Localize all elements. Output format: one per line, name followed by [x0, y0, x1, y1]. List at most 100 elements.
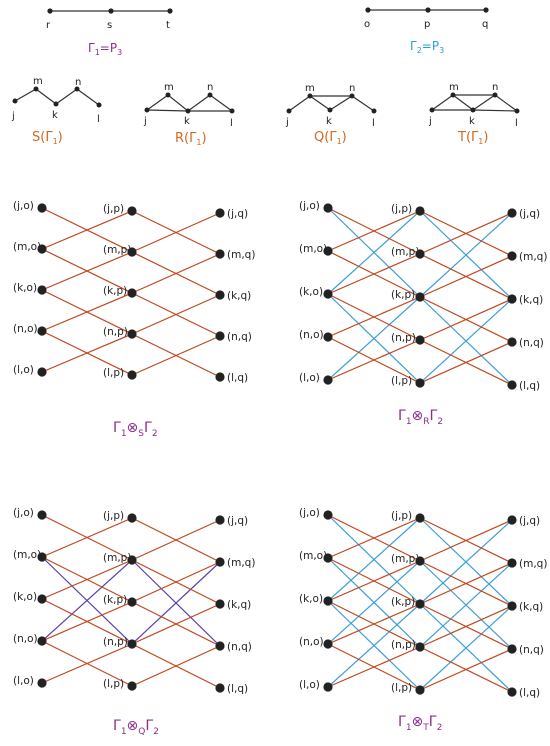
s-label-k: k — [52, 110, 58, 121]
vertex-label: (l,p) — [103, 678, 124, 690]
q-label-n: n — [349, 83, 355, 94]
edge-orange — [327, 296, 421, 338]
caption-product-t: Γ1⊗TΓ2 — [398, 714, 442, 733]
edge-violet — [131, 561, 221, 645]
vertex-label: (k,o) — [13, 282, 37, 294]
vertex — [507, 251, 517, 261]
vertex-label: (m,o) — [299, 550, 327, 562]
vertex-label: (k,q) — [519, 601, 543, 613]
product-graph-r: (j,o) (m,o) (k,o) (n,o) (l,o) (j,p) (m,p) (k,p)… — [299, 200, 547, 392]
vertex-label: (j,p) — [103, 510, 124, 522]
edge-orange — [131, 212, 221, 253]
vertex — [323, 682, 333, 692]
t-label-j: j — [428, 116, 432, 127]
vertex — [37, 636, 47, 646]
vertex — [323, 246, 333, 256]
edge-orange — [131, 645, 221, 687]
vertex-label: (k,p) — [103, 285, 127, 297]
vertex-q — [483, 7, 489, 13]
vertex-label: (n,o) — [13, 633, 38, 645]
vertex-label: (m,o) — [13, 241, 41, 253]
caption-t-gamma1: T(Γ1) — [457, 130, 488, 146]
vertex — [507, 644, 517, 654]
r-label-m: m — [164, 82, 174, 93]
vertex — [215, 249, 225, 259]
vertex-label: (n,o) — [299, 636, 324, 648]
caption-q-gamma1: Q(Γ1) — [314, 130, 347, 146]
vertex — [507, 687, 517, 697]
vertex-label: (j,q) — [227, 515, 248, 527]
edge-orange — [131, 561, 221, 603]
edge-orange — [131, 294, 221, 335]
edge-orange — [327, 210, 421, 252]
caption-gamma1-p3: Γ1=P3 — [88, 41, 122, 57]
vertex — [127, 329, 137, 339]
vertex-label: (l,p) — [391, 682, 412, 694]
vertex-label: (l,q) — [519, 687, 540, 699]
vertex — [415, 206, 425, 216]
vertex — [415, 378, 425, 388]
vertex-label: (n,p) — [391, 332, 416, 344]
edge-orange — [41, 333, 133, 373]
vertex-label: (n,q) — [519, 644, 544, 656]
edge-orange — [419, 519, 513, 562]
edge-blue — [419, 605, 513, 691]
caption-s-gamma1: S(Γ1) — [32, 130, 63, 146]
product-graph-s: (j,o) (m,o) (k,o) (n,o) (l,o) (j,p) (m,p) (k,p)… — [13, 200, 255, 384]
label-r: r — [46, 20, 51, 31]
label-q: q — [482, 19, 488, 30]
label-s: s — [107, 20, 112, 31]
edge-orange — [41, 559, 133, 600]
label-p: p — [424, 19, 430, 30]
edge-orange — [131, 519, 221, 561]
vertex-label: (m,q) — [227, 249, 255, 261]
vertex — [37, 678, 47, 688]
product-graph-q: (j,o) (m,o) (k,o) (n,o) (l,o) (j,p) (m,p) (k,p)… — [13, 507, 255, 695]
vertex — [37, 244, 47, 254]
vertex — [323, 639, 333, 649]
vertex-label: (l,p) — [103, 367, 124, 379]
q-label-k: k — [326, 116, 332, 127]
edge-orange — [41, 251, 133, 291]
s-label-l: l — [97, 114, 100, 125]
vertex-label: (j,p) — [391, 510, 412, 522]
caption-r-gamma1: R(Γ1) — [175, 131, 207, 147]
vertex-label: (k,p) — [391, 596, 415, 608]
edge-orange — [327, 253, 421, 295]
vertex-label: (k,o) — [299, 593, 323, 605]
vertex-label: (n,o) — [13, 323, 38, 335]
vertex — [215, 641, 225, 651]
vertex-label: (m,p) — [391, 553, 419, 565]
q-label-j: j — [285, 117, 289, 128]
caption-product-q: Γ1⊗QΓ2 — [113, 718, 159, 737]
vertex-label: (m,q) — [519, 558, 547, 570]
vertex-label: (n,q) — [227, 331, 252, 343]
vertex-label: (j,p) — [103, 203, 124, 215]
edge-orange — [419, 562, 513, 605]
vertex — [323, 203, 333, 213]
vertex — [127, 513, 137, 523]
r-label-k: k — [184, 116, 190, 127]
vertex-label: (n,p) — [391, 639, 416, 651]
edge-orange — [419, 298, 513, 341]
vertex-label: (j,o) — [299, 200, 320, 212]
vertex-label: (j,o) — [13, 507, 34, 519]
vertex — [415, 335, 425, 345]
vertex-label: (m,q) — [519, 251, 547, 263]
vertex-label: (j,o) — [299, 507, 320, 519]
s-label-n: n — [75, 77, 81, 88]
r-label-n: n — [207, 82, 213, 93]
vertex-label: (m,o) — [299, 243, 327, 255]
vertex — [415, 513, 425, 523]
r-label-l: l — [230, 118, 233, 129]
s-label-j: j — [11, 111, 15, 122]
vertex — [127, 681, 137, 691]
vertex-label: (j,o) — [13, 200, 34, 212]
edge-orange — [327, 646, 421, 688]
graph-r-gamma1: j m k n l R(Γ1) — [143, 82, 235, 147]
path-graph-gamma1: r s t Γ1=P3 — [46, 8, 173, 57]
vertex — [215, 599, 225, 609]
caption-gamma2-p3: Γ2=P3 — [410, 39, 444, 55]
vertex — [415, 292, 425, 302]
vertex — [127, 288, 137, 298]
